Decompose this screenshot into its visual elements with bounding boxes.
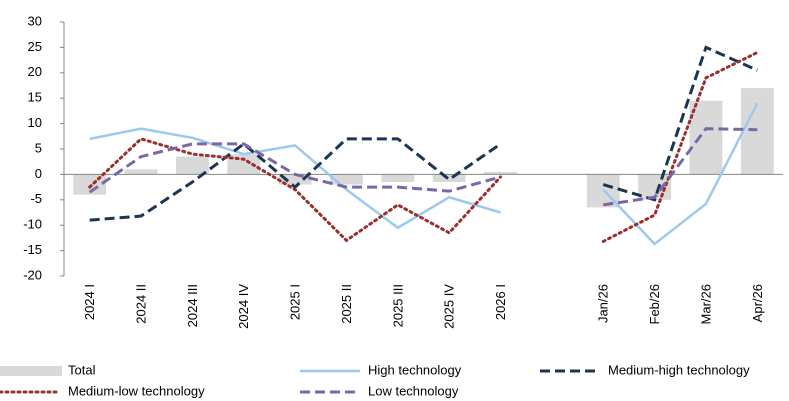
x-tick-label: 2024 III: [185, 284, 200, 327]
y-tick-label: 0: [35, 166, 42, 181]
bar: [278, 174, 312, 185]
legend-label: Medium-high technology: [608, 362, 750, 377]
legend-swatch: [0, 366, 62, 376]
legend-label: Low technology: [368, 383, 459, 398]
line-dashed: [88, 127, 758, 207]
y-tick-label: -10: [23, 217, 42, 232]
bar: [689, 100, 723, 175]
legend-label: High technology: [368, 362, 462, 377]
legend-label: Total: [68, 362, 96, 377]
x-tick-label: 2025 III: [390, 284, 405, 327]
y-tick-label: 30: [28, 13, 42, 28]
y-tick-label: 10: [28, 115, 42, 130]
y-tick-label: 15: [28, 90, 42, 105]
line-solid: [89, 102, 759, 246]
bar: [330, 174, 363, 185]
x-tick-label: Apr/26: [750, 284, 765, 322]
bar: [124, 169, 158, 175]
y-tick-label: 25: [28, 39, 42, 54]
x-tick-label: Mar/26: [698, 284, 713, 324]
y-tick-label: 20: [28, 64, 42, 79]
x-tick-label: 2026 I: [493, 284, 508, 320]
line-dashed: [89, 45, 758, 222]
bar: [740, 88, 774, 175]
bar: [484, 171, 517, 175]
legend-label: Medium-low technology: [68, 383, 205, 398]
bar: [432, 174, 466, 183]
x-tick-label: Feb/26: [647, 284, 662, 324]
y-tick-label: -5: [30, 191, 42, 206]
x-tick-label: 2025 I: [288, 284, 303, 320]
x-tick-label: 2024 II: [133, 284, 148, 324]
x-tick-label: 2024 IV: [236, 284, 251, 329]
x-tick-label: 2024 I: [82, 284, 97, 320]
y-tick-label: 5: [35, 140, 42, 155]
x-tick-label: Jan/26: [596, 284, 611, 323]
x-tick-label: 2025 IV: [442, 284, 457, 329]
y-tick-label: -20: [23, 267, 42, 282]
y-tick-label: -15: [23, 242, 42, 257]
bar: [381, 174, 415, 183]
line-dotted: [88, 50, 759, 243]
x-tick-label: 2025 II: [339, 284, 354, 324]
bar: [175, 156, 209, 175]
